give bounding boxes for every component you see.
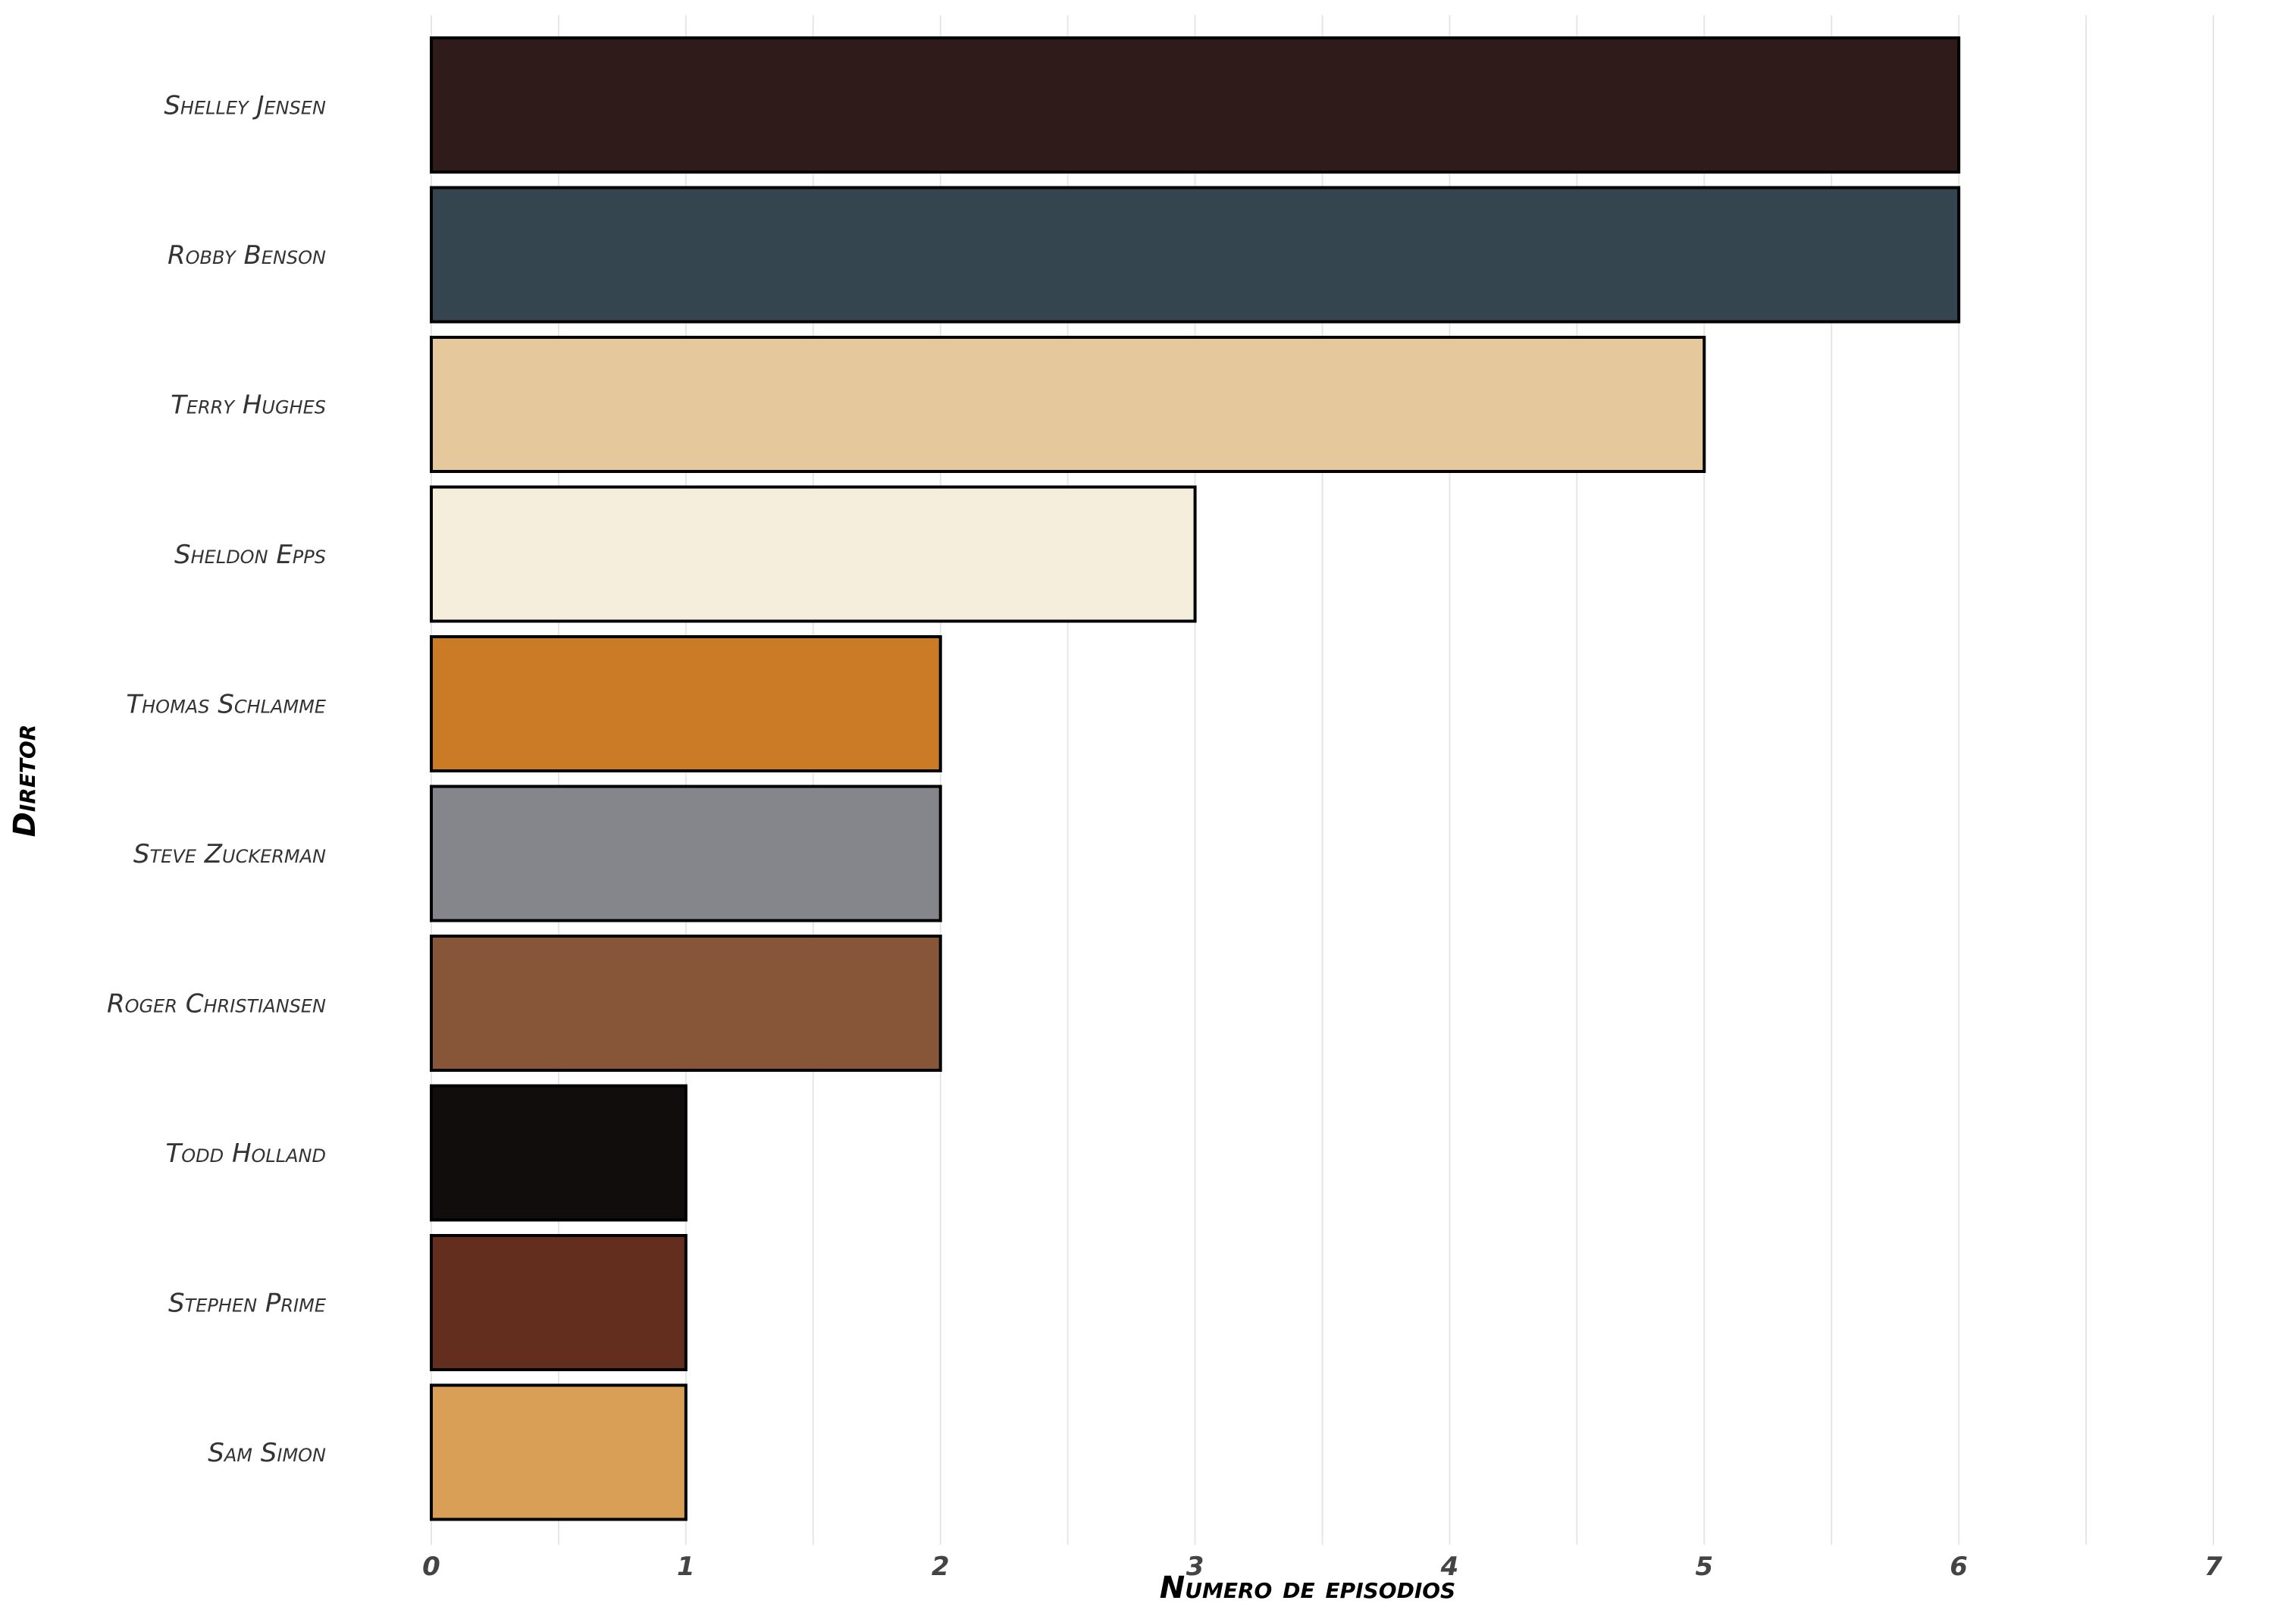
y-axis-title: Diretor <box>8 725 42 838</box>
category-label: Thomas Schlamme <box>126 690 326 720</box>
x-tick-label: 0 <box>422 1552 440 1582</box>
x-tick-label: 4 <box>1440 1552 1459 1582</box>
bar-robby-benson <box>430 186 1961 324</box>
category-label: Todd Holland <box>166 1138 326 1169</box>
category-labels: Shelley Jensen Robby Benson Terry Hughes Sh… <box>107 91 327 1469</box>
x-tick-label: 7 <box>2204 1552 2222 1582</box>
x-tick-labels: 0 1 2 3 4 5 6 7 <box>422 1552 2222 1582</box>
category-label: Roger Christiansen <box>107 989 326 1019</box>
bar-terry-hughes <box>430 336 1706 473</box>
bar-todd-holland <box>430 1084 688 1222</box>
bar-roger-christiansen <box>430 935 942 1072</box>
category-label: Sam Simon <box>208 1438 326 1468</box>
category-label: Steve Zuckerman <box>133 839 326 869</box>
bar-thomas-schlamme <box>430 635 942 772</box>
x-tick-label: 1 <box>677 1552 695 1582</box>
bar-shelley-jensen <box>430 36 1961 174</box>
bar-sam-simon <box>430 1383 688 1521</box>
bar-sheldon-epps <box>430 485 1197 623</box>
x-tick-label: 3 <box>1186 1552 1204 1582</box>
category-label: Terry Hughes <box>171 390 326 421</box>
category-label: Sheldon Epps <box>174 540 326 570</box>
bars-layer <box>430 36 1961 1521</box>
bar-steve-zuckerman <box>430 785 942 922</box>
category-label: Robby Benson <box>168 240 326 271</box>
x-tick-label: 2 <box>932 1552 950 1582</box>
category-label: Shelley Jensen <box>164 91 326 121</box>
x-tick-label: 6 <box>1950 1552 1968 1582</box>
bar-stephen-prime <box>430 1234 688 1371</box>
x-tick-label: 5 <box>1695 1552 1713 1582</box>
category-label: Stephen Prime <box>168 1289 327 1319</box>
x-axis-title: Numero de episodios <box>1160 1571 1455 1605</box>
